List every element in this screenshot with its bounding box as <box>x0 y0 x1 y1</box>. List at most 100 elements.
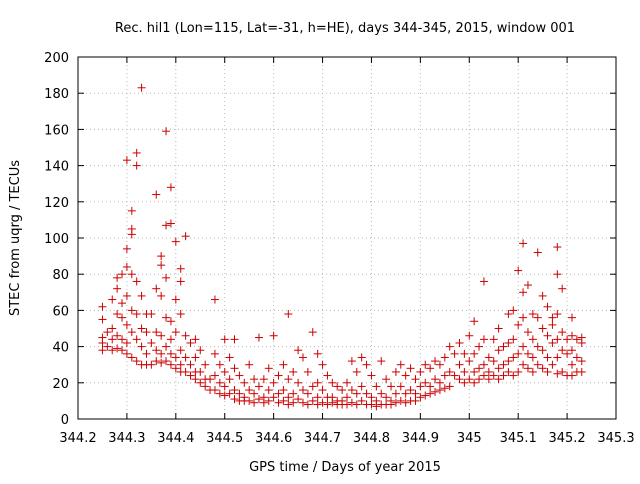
data-point <box>367 393 376 402</box>
data-point <box>352 389 361 398</box>
data-point <box>225 353 234 362</box>
data-point <box>98 346 107 355</box>
data-point <box>484 353 493 362</box>
y-tick-label: 60 <box>52 304 69 319</box>
data-point <box>103 342 112 351</box>
data-point <box>357 353 366 362</box>
x-tick-label: 344.3 <box>108 431 145 446</box>
chart-title: Rec. hil1 (Lon=115, Lat=-31, h=HE), days… <box>115 21 575 36</box>
data-point <box>504 357 513 366</box>
data-point <box>372 382 381 391</box>
data-point <box>308 396 317 405</box>
data-point <box>553 243 562 252</box>
data-point <box>528 367 537 376</box>
x-tick-label: 344.6 <box>255 431 292 446</box>
data-point <box>558 328 567 337</box>
data-point <box>509 353 518 362</box>
data-point <box>558 284 567 293</box>
data-point <box>357 382 366 391</box>
data-point <box>279 360 288 369</box>
data-point <box>318 360 327 369</box>
data-point <box>235 371 244 380</box>
data-point <box>543 331 552 340</box>
x-axis-label: GPS time / Days of year 2015 <box>249 460 441 475</box>
data-point <box>279 386 288 395</box>
data-point <box>387 382 396 391</box>
data-point <box>308 382 317 391</box>
data-point <box>181 367 190 376</box>
data-point <box>250 398 259 407</box>
data-point <box>577 367 586 376</box>
data-point <box>152 346 161 355</box>
data-point <box>435 378 444 387</box>
data-point <box>122 338 131 347</box>
data-point <box>176 310 185 319</box>
data-point <box>411 375 420 384</box>
data-point <box>157 349 166 358</box>
data-point <box>572 335 581 344</box>
data-point <box>528 310 537 319</box>
data-point <box>563 349 572 358</box>
data-point <box>352 400 361 409</box>
data-point <box>215 389 224 398</box>
data-point <box>132 161 141 170</box>
data-point <box>548 313 557 322</box>
data-point <box>162 357 171 366</box>
data-point <box>157 358 166 367</box>
data-point <box>171 295 180 304</box>
data-point <box>426 382 435 391</box>
data-point <box>220 367 229 376</box>
data-point <box>171 364 180 373</box>
data-point <box>264 364 273 373</box>
data-point <box>475 375 484 384</box>
data-point <box>289 389 298 398</box>
data-point <box>543 367 552 376</box>
data-point <box>132 148 141 157</box>
data-point <box>196 367 205 376</box>
data-point <box>147 360 156 369</box>
data-point <box>220 335 229 344</box>
data-point <box>475 342 484 351</box>
data-point <box>137 342 146 351</box>
data-point <box>416 393 425 402</box>
data-point <box>113 331 122 340</box>
data-points <box>98 83 586 411</box>
data-point <box>440 384 449 393</box>
data-point <box>118 313 127 322</box>
y-tick-label: 120 <box>44 196 69 211</box>
data-point <box>122 156 131 165</box>
data-point <box>274 371 283 380</box>
data-point <box>352 367 361 376</box>
data-point <box>210 371 219 380</box>
data-point <box>533 313 542 322</box>
data-point <box>171 353 180 362</box>
x-tick-label: 345.3 <box>597 431 634 446</box>
data-point <box>166 335 175 344</box>
data-point <box>396 382 405 391</box>
data-point <box>479 335 488 344</box>
data-point <box>523 328 532 337</box>
data-point <box>494 364 503 373</box>
data-point <box>504 310 513 319</box>
data-point <box>357 396 366 405</box>
data-point <box>475 364 484 373</box>
y-tick-label: 40 <box>52 341 69 356</box>
data-point <box>484 375 493 384</box>
data-point <box>230 386 239 395</box>
data-point <box>108 295 117 304</box>
data-point <box>137 291 146 300</box>
data-point <box>484 367 493 376</box>
data-point <box>347 357 356 366</box>
data-point <box>250 389 259 398</box>
x-tick-label: 344.2 <box>59 431 96 446</box>
data-point <box>274 389 283 398</box>
data-point <box>113 310 122 319</box>
data-point <box>289 398 298 407</box>
data-point <box>162 273 171 282</box>
data-point <box>382 375 391 384</box>
data-point <box>445 367 454 376</box>
data-point <box>577 357 586 366</box>
data-point <box>450 349 459 358</box>
data-point <box>166 317 175 326</box>
